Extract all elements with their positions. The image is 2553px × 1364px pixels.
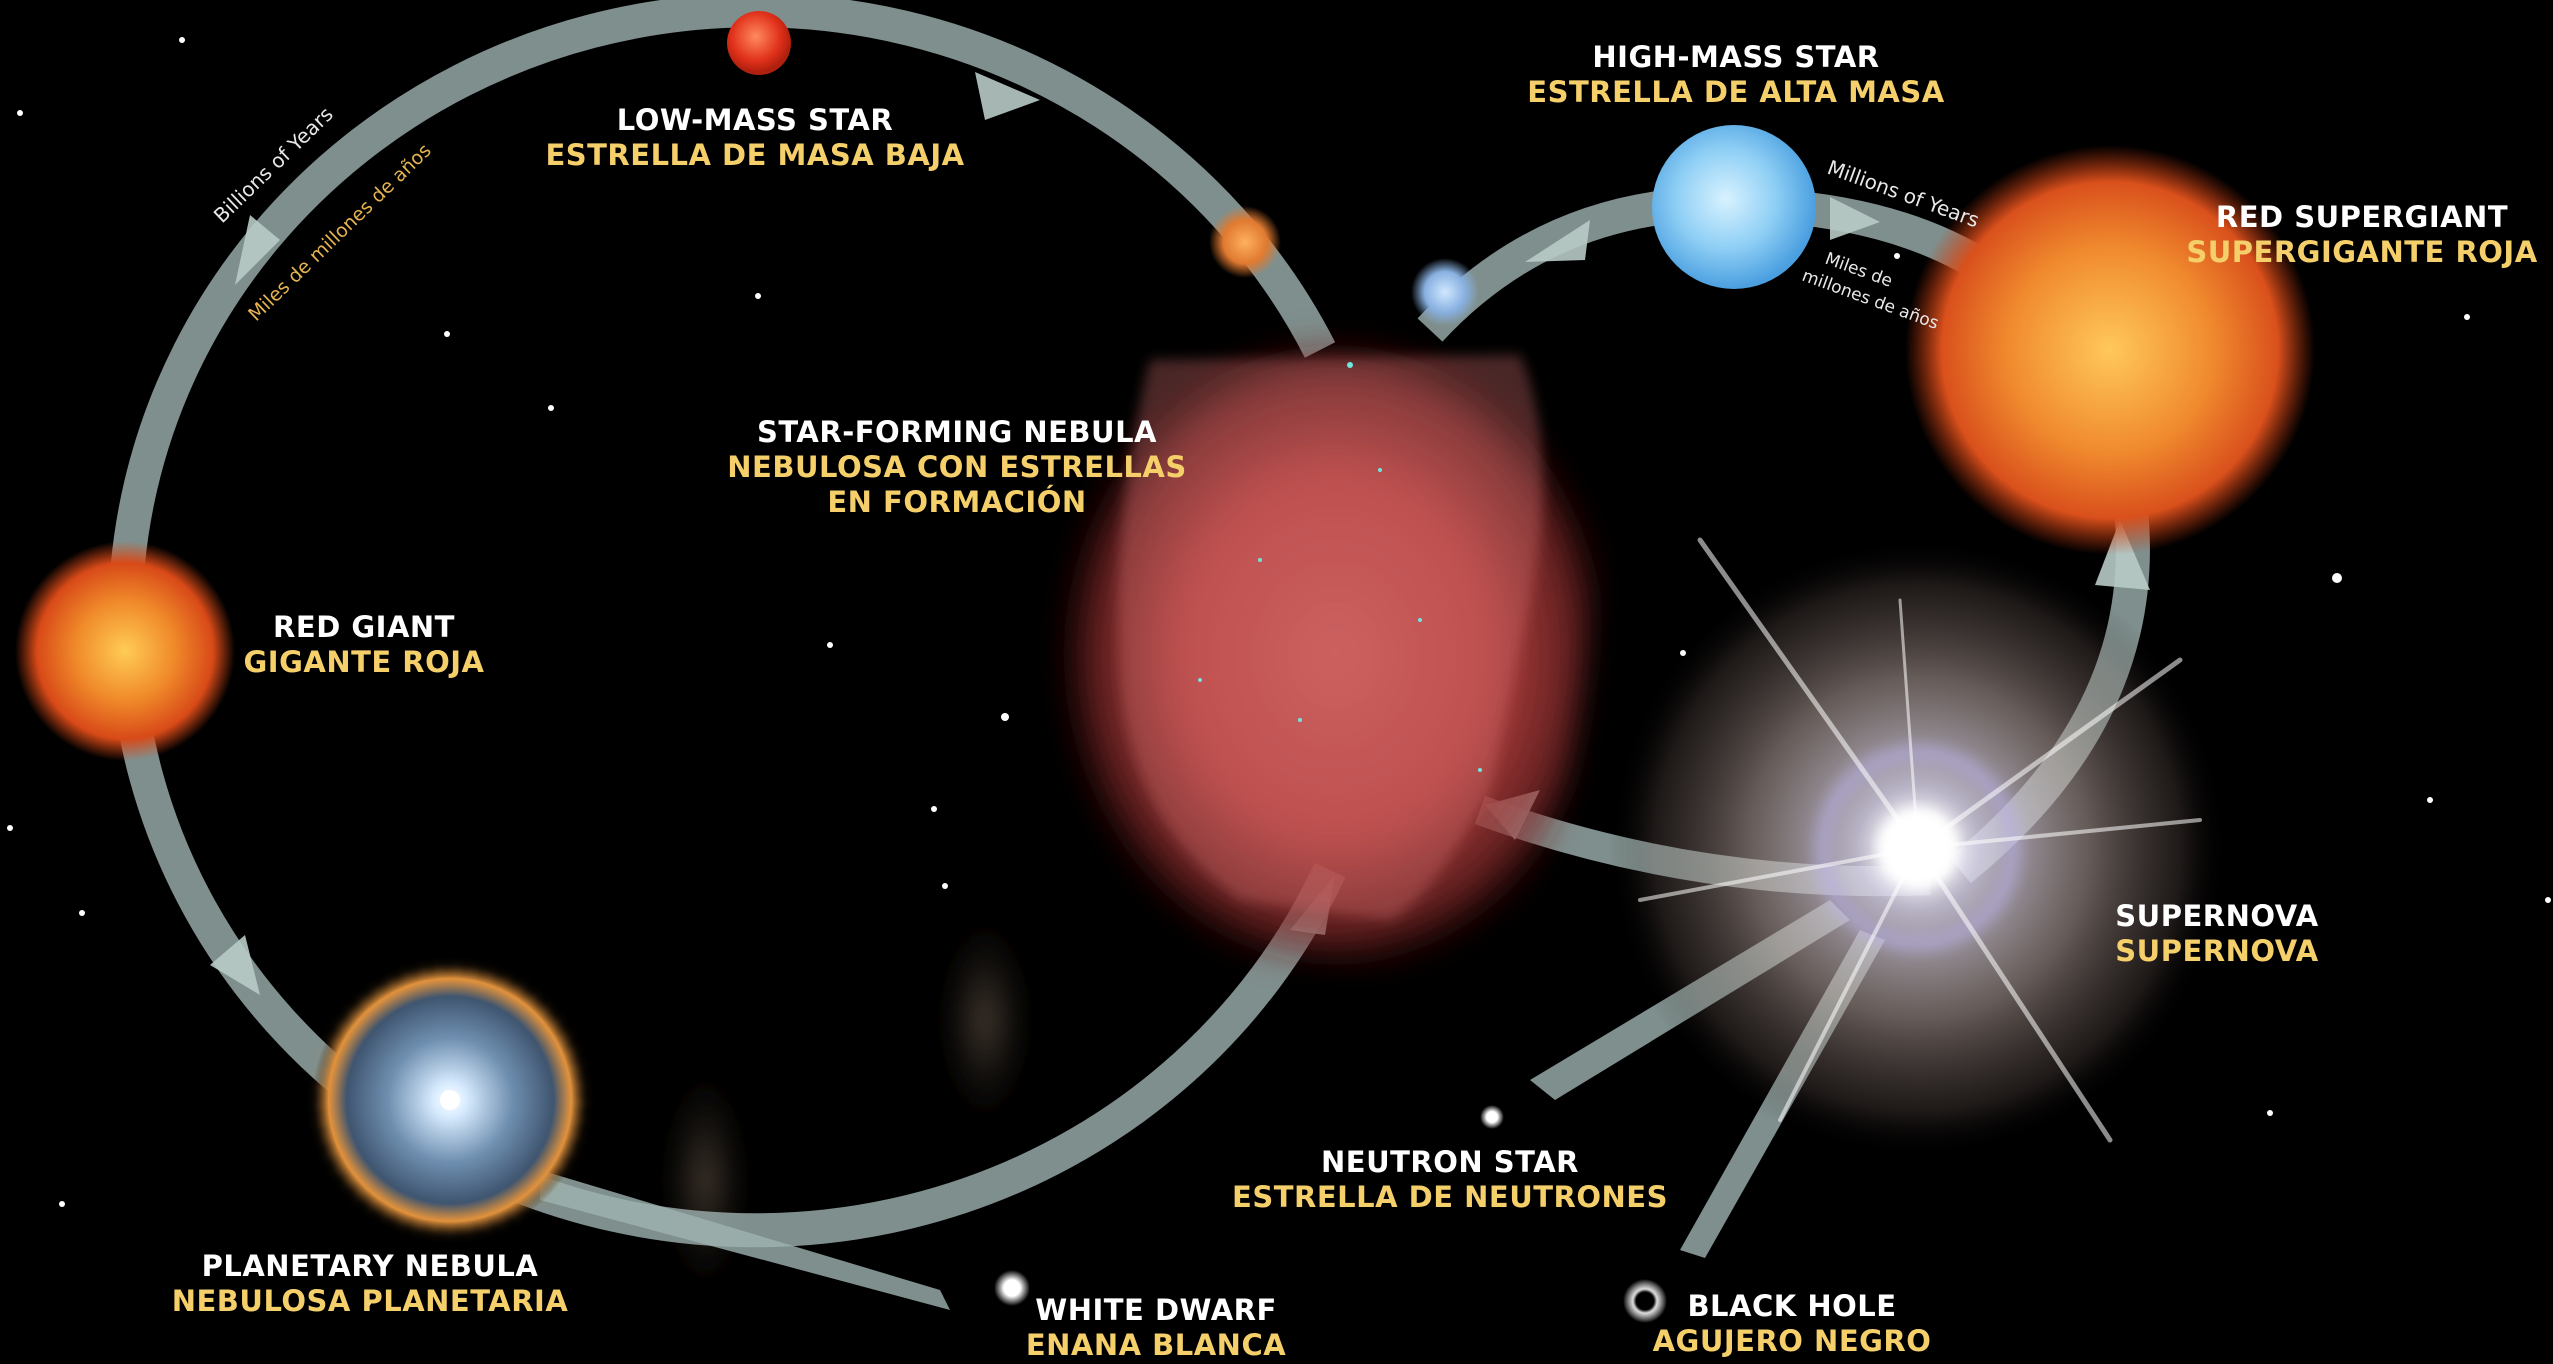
label-neutron-star: NEUTRON STAR ESTRELLA DE NEUTRONES (1232, 1145, 1668, 1215)
label-star-forming-nebula: STAR-FORMING NEBULA NEBULOSA CON ESTRELL… (727, 415, 1186, 519)
label-es-line1: NEBULOSA CON ESTRELLAS (727, 449, 1187, 484)
dust-streaks (665, 900, 1030, 1310)
label-es: ENANA BLANCA (1025, 1327, 1287, 1362)
label-supernova: SUPERNOVA SUPERNOVA (2115, 899, 2318, 969)
label-red-supergiant: RED SUPERGIANT SUPERGIGANTE ROJA (2186, 200, 2537, 270)
label-en: NEUTRON STAR (1321, 1145, 1579, 1179)
label-high-mass-star: HIGH-MASS STAR ESTRELLA DE ALTA MASA (1527, 40, 1944, 110)
label-es: SUPERNOVA (2115, 933, 2319, 968)
background-stars (7, 37, 2551, 1306)
neutron-star (1480, 1105, 1504, 1129)
label-planetary-nebula: PLANETARY NEBULA NEBULOSA PLANETARIA (172, 1249, 569, 1319)
label-es-line2: EN FORMACIÓN (827, 484, 1087, 519)
star-forming-nebula (1052, 330, 1618, 980)
label-low-mass-star: LOW-MASS STAR ESTRELLA DE MASA BAJA (545, 103, 964, 173)
label-en: BLACK HOLE (1687, 1289, 1897, 1323)
label-es: ESTRELLA DE MASA BAJA (545, 137, 965, 172)
red-supergiant-star (1905, 145, 2315, 555)
protostar-orange (1209, 206, 1281, 278)
planetary-nebula (312, 962, 588, 1238)
label-en: LOW-MASS STAR (616, 103, 894, 137)
label-en: PLANETARY NEBULA (201, 1249, 539, 1283)
red-giant-star (15, 541, 235, 761)
label-es: ESTRELLA DE ALTA MASA (1527, 74, 1945, 109)
high-mass-star (1652, 125, 1816, 289)
label-es: SUPERGIGANTE ROJA (2186, 234, 2538, 269)
low-mass-star (727, 11, 791, 75)
label-en: RED GIANT (273, 610, 455, 644)
protostar-blue (1411, 258, 1479, 326)
label-en: HIGH-MASS STAR (1592, 40, 1880, 74)
supernova-burst (1608, 537, 2228, 1158)
label-es: ESTRELLA DE NEUTRONES (1232, 1179, 1668, 1214)
label-en: STAR-FORMING NEBULA (757, 415, 1157, 449)
label-en: RED SUPERGIANT (2215, 200, 2509, 234)
label-red-giant: RED GIANT GIGANTE ROJA (243, 610, 484, 680)
label-en: SUPERNOVA (2115, 899, 2319, 933)
label-en: WHITE DWARF (1035, 1293, 1277, 1327)
label-white-dwarf: WHITE DWARF ENANA BLANCA (1026, 1293, 1286, 1363)
label-es: AGUJERO NEGRO (1652, 1323, 1932, 1358)
label-es: NEBULOSA PLANETARIA (171, 1283, 569, 1318)
black-hole (1623, 1279, 1667, 1323)
label-es: GIGANTE ROJA (243, 644, 485, 679)
white-dwarf (994, 1270, 1030, 1306)
label-black-hole: BLACK HOLE AGUJERO NEGRO (1653, 1289, 1932, 1359)
